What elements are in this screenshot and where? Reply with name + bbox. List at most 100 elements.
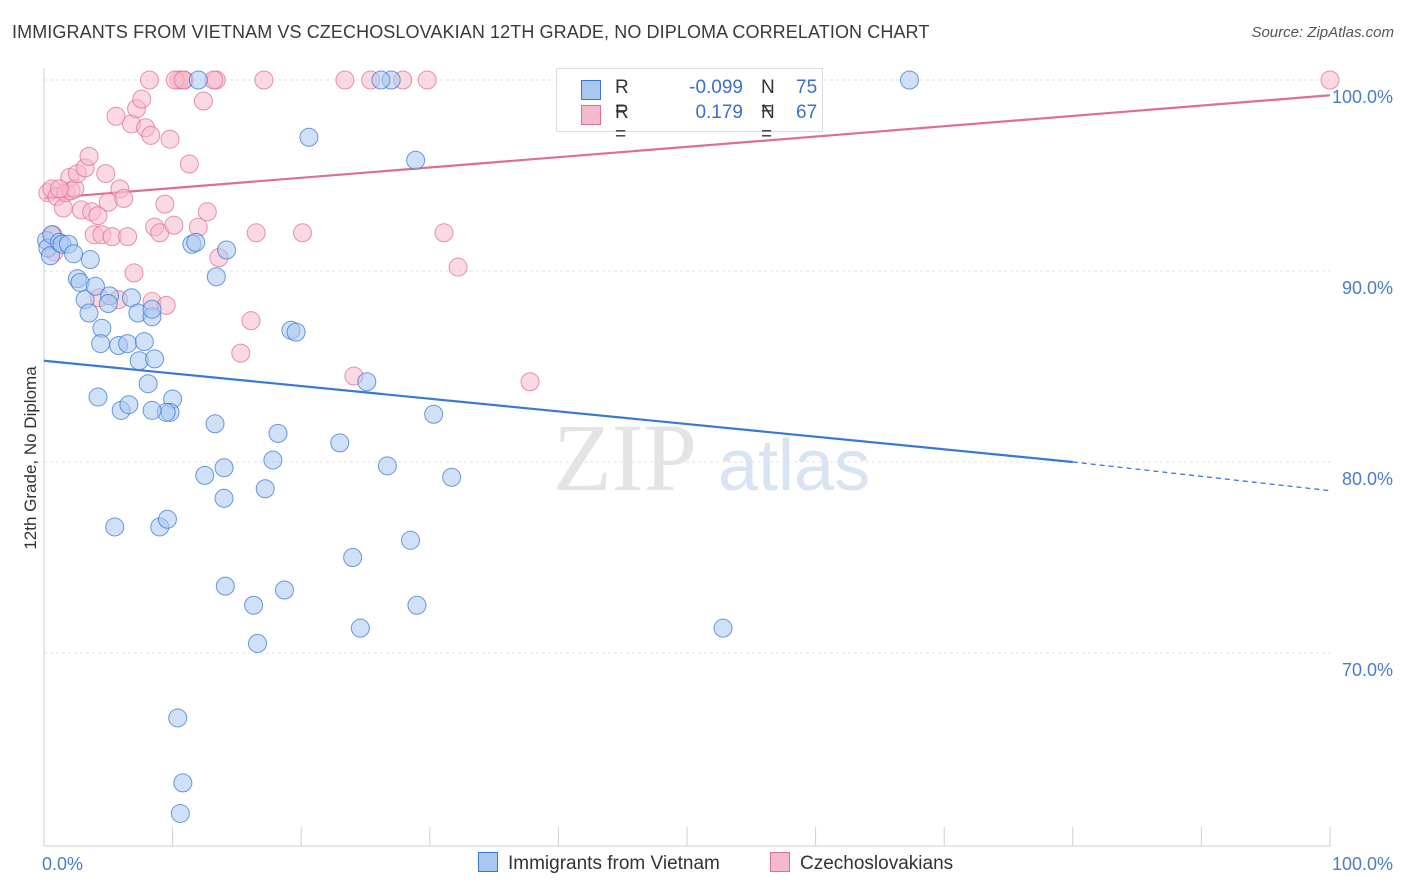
y-axis-title: 12th Grade, No Diploma bbox=[21, 366, 40, 550]
point-czech bbox=[88, 206, 108, 226]
x-tick-label-max: 100.0% bbox=[1332, 854, 1393, 874]
point-vietnam bbox=[142, 400, 162, 420]
bottom-legend-label: Czechoslovakians bbox=[800, 853, 954, 874]
point-vietnam bbox=[206, 267, 226, 287]
legend-n-value: 67 bbox=[796, 102, 818, 123]
point-vietnam bbox=[274, 580, 294, 600]
point-vietnam bbox=[85, 276, 105, 296]
trend-lines bbox=[43, 94, 1331, 492]
watermark: ZIP atlas bbox=[553, 404, 870, 511]
point-vietnam bbox=[713, 618, 733, 638]
point-czech bbox=[114, 188, 134, 208]
point-vietnam bbox=[145, 349, 165, 369]
point-czech bbox=[193, 91, 213, 111]
legend-n-label: N = bbox=[761, 77, 775, 120]
point-vietnam bbox=[214, 458, 234, 478]
legend-r-label: R = bbox=[615, 102, 629, 145]
point-czech bbox=[417, 70, 437, 90]
grid-lines bbox=[44, 79, 1330, 654]
point-czech bbox=[241, 311, 261, 331]
point-vietnam bbox=[214, 488, 234, 508]
point-vietnam bbox=[205, 414, 225, 434]
legend-r-value: 0.179 bbox=[695, 102, 743, 123]
y-tick-label: 70.0% bbox=[1342, 660, 1393, 680]
point-vietnam bbox=[173, 773, 193, 793]
point-vietnam bbox=[247, 633, 267, 653]
point-czech bbox=[246, 223, 266, 243]
point-czech bbox=[79, 146, 99, 166]
legend-r-label: R = bbox=[615, 77, 629, 120]
point-vietnam bbox=[263, 450, 283, 470]
point-czech bbox=[139, 70, 159, 90]
bottom-legend-swatch-pink bbox=[770, 852, 790, 872]
trend-line-czech bbox=[43, 94, 1331, 200]
point-czech bbox=[1320, 70, 1340, 90]
point-vietnam bbox=[118, 334, 138, 354]
point-vietnam bbox=[134, 332, 154, 352]
point-vietnam bbox=[98, 293, 118, 313]
point-vietnam bbox=[244, 595, 264, 615]
point-vietnam bbox=[91, 334, 111, 354]
point-vietnam bbox=[401, 530, 421, 550]
bottom-legend-swatch-blue bbox=[478, 852, 498, 872]
trend-line-vietnam bbox=[43, 359, 1073, 464]
point-vietnam bbox=[299, 127, 319, 147]
point-vietnam bbox=[406, 150, 426, 170]
point-czech bbox=[520, 372, 540, 392]
point-vietnam bbox=[79, 303, 99, 323]
point-vietnam bbox=[350, 618, 370, 638]
bottom-legend-label: Immigrants from Vietnam bbox=[508, 853, 720, 874]
point-vietnam bbox=[119, 395, 139, 415]
point-vietnam bbox=[105, 517, 125, 537]
point-czech bbox=[231, 343, 251, 363]
source-label: Source: ZipAtlas.com bbox=[1251, 24, 1394, 41]
point-vietnam bbox=[88, 387, 108, 407]
point-vietnam bbox=[40, 246, 60, 266]
point-czech bbox=[164, 215, 184, 235]
data-points bbox=[37, 70, 1340, 823]
point-vietnam bbox=[343, 548, 363, 567]
point-vietnam bbox=[899, 70, 919, 90]
point-czech bbox=[335, 70, 355, 90]
legend-swatch-pink bbox=[581, 105, 601, 125]
point-czech bbox=[254, 70, 274, 90]
point-vietnam bbox=[170, 803, 190, 823]
x-tick-label-min: 0.0% bbox=[42, 854, 83, 874]
stats-legend: R = -0.099 N = 75 R = 0.179 N = 67 bbox=[556, 68, 823, 145]
legend-n-value: 75 bbox=[796, 77, 818, 98]
point-vietnam bbox=[268, 423, 288, 443]
y-tick-label: 100.0% bbox=[1332, 87, 1393, 107]
point-vietnam bbox=[195, 465, 215, 485]
point-vietnam bbox=[64, 244, 84, 264]
watermark-zip: ZIP bbox=[553, 404, 697, 511]
point-vietnam bbox=[377, 456, 397, 476]
point-czech bbox=[448, 257, 468, 277]
point-vietnam bbox=[371, 70, 391, 90]
point-czech bbox=[197, 202, 217, 222]
point-vietnam bbox=[442, 467, 462, 487]
point-czech bbox=[155, 194, 175, 214]
point-vietnam bbox=[217, 240, 237, 260]
tick-labels: 100.0% 90.0% 80.0% 70.0% 0.0% 100.0% bbox=[42, 87, 1393, 874]
point-czech bbox=[179, 154, 199, 174]
point-vietnam bbox=[157, 509, 177, 529]
bottom-legend-czech: Czechoslovakians bbox=[770, 852, 953, 875]
point-czech bbox=[118, 227, 138, 247]
point-vietnam bbox=[255, 479, 275, 499]
y-tick-label: 90.0% bbox=[1342, 278, 1393, 298]
point-czech bbox=[49, 179, 69, 199]
point-czech bbox=[132, 89, 152, 109]
point-vietnam bbox=[407, 595, 427, 615]
trend-line-extrapolation bbox=[1072, 461, 1331, 492]
legend-swatch-blue bbox=[581, 80, 601, 100]
watermark-atlas: atlas bbox=[718, 426, 870, 506]
point-vietnam bbox=[138, 374, 158, 394]
legend-r-value: -0.099 bbox=[689, 77, 743, 98]
point-vietnam bbox=[168, 708, 188, 728]
point-vietnam bbox=[424, 404, 444, 424]
chart-title: IMMIGRANTS FROM VIETNAM VS CZECHOSLOVAKI… bbox=[12, 22, 930, 42]
point-czech bbox=[160, 129, 180, 149]
point-vietnam bbox=[142, 299, 162, 319]
point-vietnam bbox=[357, 372, 377, 392]
